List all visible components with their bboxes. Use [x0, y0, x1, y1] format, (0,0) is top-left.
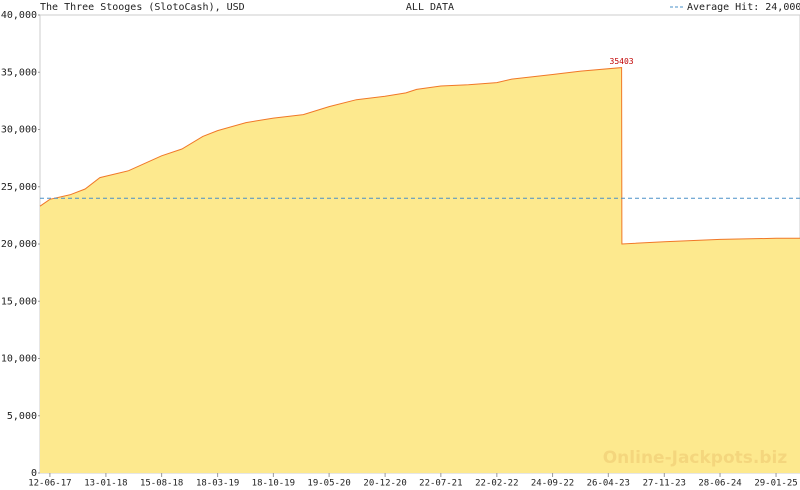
- y-tick-label: 0: [31, 468, 37, 479]
- area-line: [39, 67, 800, 245]
- x-tick-label: 15-08-18: [140, 479, 183, 489]
- y-tick-label: 30,000: [1, 125, 37, 136]
- x-tick-label: 19-05-20: [307, 479, 350, 489]
- y-tick-label: 5,000: [7, 411, 37, 422]
- x-tick-label: 27-11-23: [643, 479, 686, 489]
- y-tick-label: 40,000: [1, 10, 37, 21]
- chart-title: The Three Stooges (SlotoCash), USD: [40, 2, 245, 13]
- x-tick-label: 24-09-22: [531, 479, 574, 489]
- watermark: Online-Jackpots.biz: [603, 448, 788, 468]
- peak-label: 35403: [610, 57, 634, 66]
- x-tick-label: 29-01-25: [754, 479, 797, 489]
- x-tick-label: 20-12-20: [363, 479, 406, 489]
- legend-label: Average Hit: 24,000: [687, 2, 800, 13]
- x-tick-label: 18-03-19: [196, 479, 239, 489]
- x-tick-label: 26-04-23: [587, 479, 630, 489]
- x-tick-label: 22-07-21: [419, 479, 462, 489]
- x-tick-label: 18-10-19: [252, 479, 295, 489]
- x-tick-label: 12-06-17: [28, 479, 71, 489]
- x-tick-label: 13-01-18: [84, 479, 127, 489]
- x-tick-label: 28-06-24: [698, 479, 741, 489]
- y-tick-label: 25,000: [1, 182, 37, 193]
- y-tick-label: 35,000: [1, 67, 37, 78]
- chart-subtitle: ALL DATA: [406, 2, 454, 13]
- x-tick-label: 22-02-22: [475, 479, 518, 489]
- y-tick-label: 10,000: [1, 354, 37, 365]
- area-fill: [40, 67, 800, 473]
- y-tick-label: 20,000: [1, 239, 37, 250]
- y-tick-label: 15,000: [1, 296, 37, 307]
